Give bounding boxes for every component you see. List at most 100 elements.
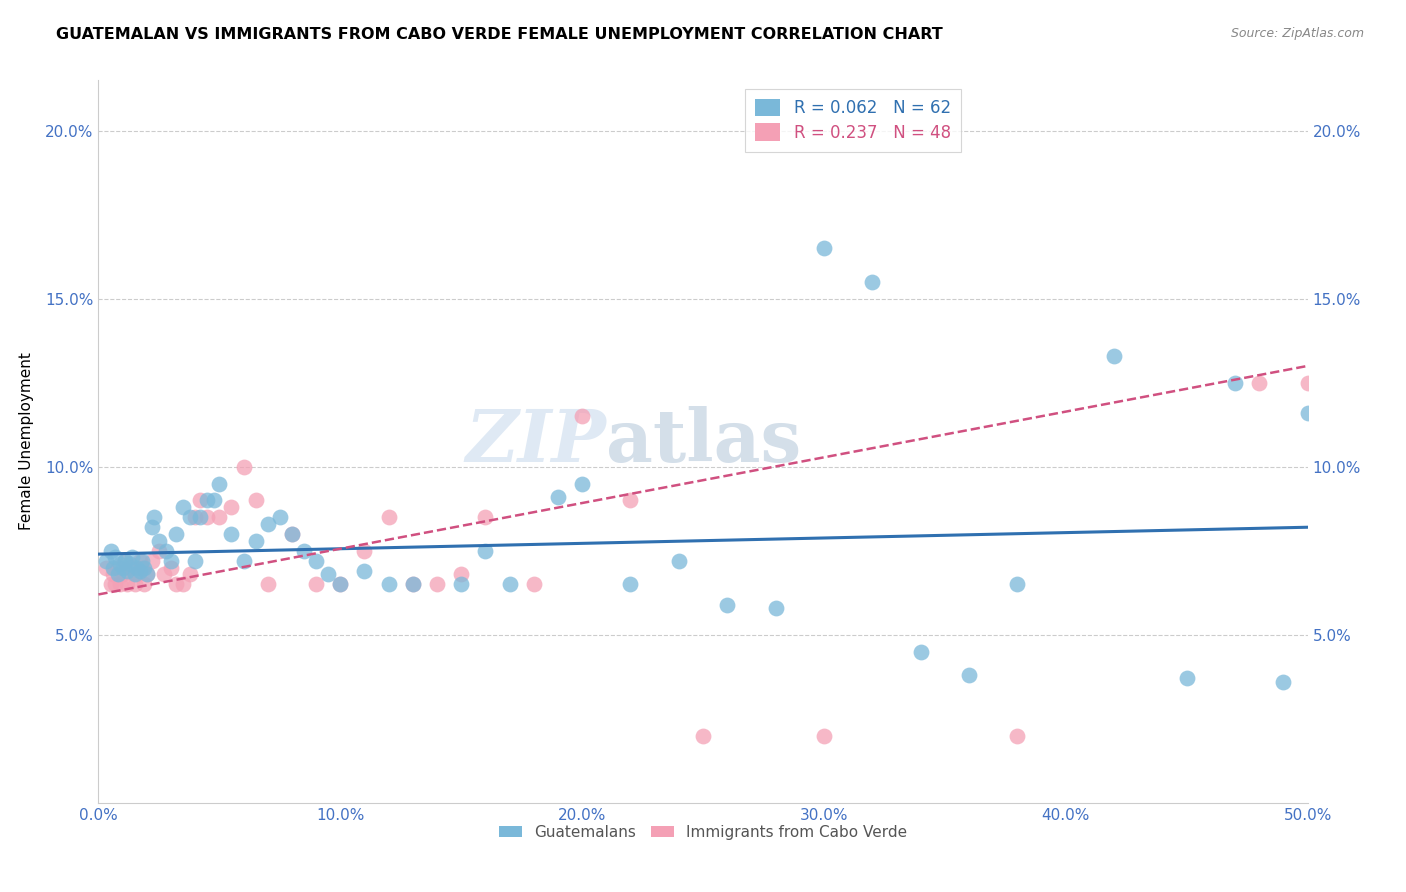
Point — [316, 567, 339, 582]
Point — [353, 543, 375, 558]
Point — [813, 729, 835, 743]
Point — [221, 527, 243, 541]
Point — [281, 527, 304, 541]
Point — [114, 554, 136, 568]
Point — [101, 567, 124, 582]
Point — [402, 577, 425, 591]
Point — [910, 644, 932, 658]
Point — [179, 567, 201, 582]
Point — [426, 577, 449, 591]
Point — [208, 510, 231, 524]
Point — [118, 558, 141, 572]
Point — [402, 577, 425, 591]
Point — [1223, 376, 1246, 390]
Point — [188, 493, 211, 508]
Point — [111, 560, 134, 574]
Point — [619, 577, 641, 591]
Point — [104, 577, 127, 591]
Point — [160, 560, 183, 574]
Point — [141, 554, 163, 568]
Point — [124, 567, 146, 582]
Point — [104, 550, 127, 565]
Point — [160, 554, 183, 568]
Point — [155, 543, 177, 558]
Point — [232, 554, 254, 568]
Point — [152, 567, 174, 582]
Point — [1007, 729, 1029, 743]
Point — [957, 668, 980, 682]
Point — [305, 554, 328, 568]
Point — [692, 729, 714, 743]
Point — [571, 476, 593, 491]
Point — [245, 493, 267, 508]
Point — [256, 577, 278, 591]
Point — [450, 577, 472, 591]
Point — [188, 510, 211, 524]
Point — [377, 510, 399, 524]
Point — [571, 409, 593, 424]
Point — [547, 490, 569, 504]
Point — [1175, 672, 1198, 686]
Point — [100, 577, 122, 591]
Point — [94, 554, 117, 568]
Point — [619, 493, 641, 508]
Point — [765, 600, 787, 615]
Point — [668, 554, 690, 568]
Point — [474, 543, 496, 558]
Point — [134, 560, 156, 574]
Point — [118, 560, 141, 574]
Point — [1296, 406, 1319, 420]
Point — [281, 527, 304, 541]
Point — [204, 493, 226, 508]
Legend: Guatemalans, Immigrants from Cabo Verde: Guatemalans, Immigrants from Cabo Verde — [492, 819, 914, 846]
Point — [232, 459, 254, 474]
Point — [117, 564, 139, 578]
Point — [124, 577, 146, 591]
Point — [860, 275, 883, 289]
Point — [208, 476, 231, 491]
Point — [172, 577, 194, 591]
Point — [111, 567, 134, 582]
Point — [100, 543, 122, 558]
Point — [148, 533, 170, 548]
Point — [195, 493, 218, 508]
Point — [1296, 376, 1319, 390]
Point — [108, 558, 131, 572]
Point — [245, 533, 267, 548]
Point — [353, 564, 375, 578]
Point — [141, 520, 163, 534]
Point — [184, 554, 207, 568]
Point — [127, 560, 149, 574]
Point — [450, 567, 472, 582]
Point — [135, 567, 157, 582]
Point — [1007, 577, 1029, 591]
Point — [329, 577, 352, 591]
Point — [117, 577, 139, 591]
Point — [221, 500, 243, 514]
Point — [523, 577, 546, 591]
Point — [716, 598, 738, 612]
Point — [305, 577, 328, 591]
Point — [131, 560, 153, 574]
Point — [143, 510, 166, 524]
Point — [121, 550, 143, 565]
Point — [128, 554, 150, 568]
Point — [107, 567, 129, 582]
Point — [1102, 349, 1125, 363]
Point — [184, 510, 207, 524]
Point — [135, 567, 157, 582]
Point — [1249, 376, 1271, 390]
Point — [165, 577, 187, 591]
Point — [94, 560, 117, 574]
Point — [256, 516, 278, 531]
Point — [195, 510, 218, 524]
Point — [148, 543, 170, 558]
Point — [127, 567, 149, 582]
Text: ZIP: ZIP — [465, 406, 606, 477]
Point — [474, 510, 496, 524]
Point — [107, 560, 129, 574]
Text: GUATEMALAN VS IMMIGRANTS FROM CABO VERDE FEMALE UNEMPLOYMENT CORRELATION CHART: GUATEMALAN VS IMMIGRANTS FROM CABO VERDE… — [56, 27, 943, 42]
Point — [114, 554, 136, 568]
Text: atlas: atlas — [606, 406, 801, 477]
Point — [292, 543, 315, 558]
